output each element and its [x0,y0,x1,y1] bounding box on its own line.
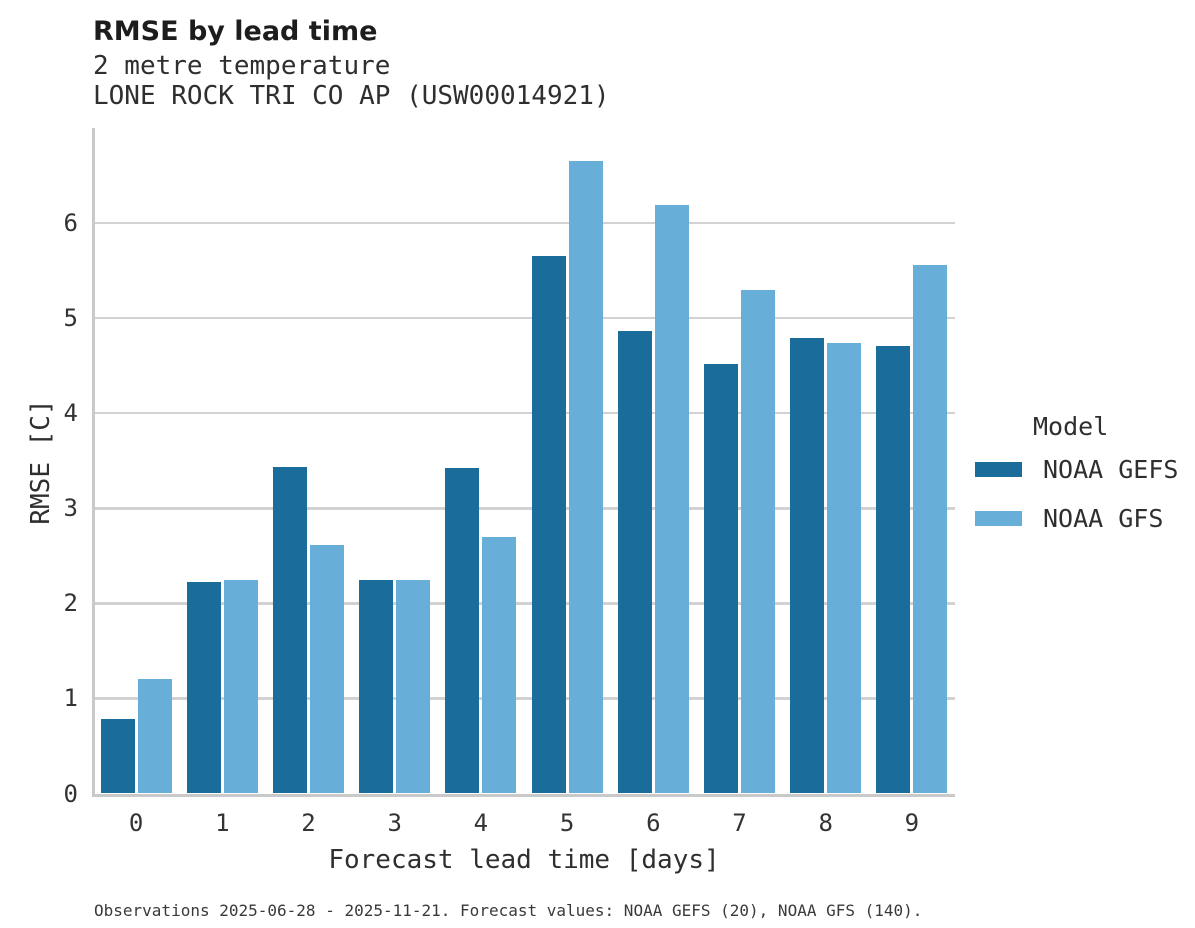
x-tick-label-1: 1 [215,809,230,837]
y-gridline-1 [93,697,955,700]
x-axis-title: Forecast lead time [days] [328,845,720,875]
y-axis-title: RMSE [C] [26,399,56,525]
bar-noaa-gfs-lead-7 [741,289,775,794]
bar-noaa-gefs-lead-9 [876,345,911,794]
y-gridline-2 [93,602,955,605]
bar-noaa-gefs-lead-5 [531,256,566,794]
y-tick-label-0: 0 [63,779,78,808]
bar-noaa-gfs-lead-8 [827,342,862,794]
bar-noaa-gefs-lead-6 [617,331,652,794]
legend: Model NOAA GEFS NOAA GFS [975,412,1178,553]
bar-noaa-gfs-lead-9 [913,264,948,794]
bar-noaa-gfs-lead-1 [223,579,258,794]
y-tick-label-4: 4 [63,399,78,428]
y-gridline-6 [93,221,955,225]
bar-noaa-gefs-lead-0 [100,719,135,794]
bar-noaa-gfs-lead-6 [654,204,689,794]
x-tick-label-6: 6 [646,809,661,837]
legend-item-noaa-gefs: NOAA GEFS [975,455,1178,484]
bar-noaa-gfs-lead-5 [568,161,603,794]
x-tick-label-5: 5 [559,809,575,837]
bar-noaa-gefs-lead-3 [359,579,394,794]
x-tick-label-3: 3 [387,809,402,837]
caption-text: Observations 2025-06-28 - 2025-11-21. Fo… [94,901,923,920]
bar-noaa-gfs-lead-3 [396,579,431,794]
legend-title: Model [1033,412,1109,441]
bar-noaa-gefs-lead-2 [273,467,307,794]
bar-noaa-gefs-lead-4 [445,468,480,794]
bar-noaa-gefs-lead-1 [186,582,221,794]
bar-noaa-gfs-lead-0 [137,679,172,794]
x-tick-label-4: 4 [473,809,489,837]
y-axis-line [91,128,95,797]
bar-noaa-gfs-lead-4 [482,536,517,794]
y-tick-label-1: 1 [63,684,78,713]
x-axis-line [91,793,955,797]
y-tick-label-3: 3 [63,494,78,523]
legend-swatch-noaa-gefs-icon [975,462,1022,477]
y-tick-label-5: 5 [63,304,78,333]
chart-subtitle-station: LONE ROCK TRI CO AP (USW00014921) [93,81,610,111]
bar-noaa-gefs-lead-7 [704,363,738,794]
x-tick-label-7: 7 [732,809,747,837]
y-tick-label-6: 6 [63,209,78,238]
legend-swatch-noaa-gfs-icon [975,511,1022,526]
y-gridline-5 [93,316,955,320]
legend-label-noaa-gfs: NOAA GFS [1043,504,1164,533]
bar-noaa-gefs-lead-8 [790,338,825,794]
chart-title: RMSE by lead time [93,16,378,47]
x-tick-label-2: 2 [301,809,316,837]
x-tick-label-8: 8 [818,809,833,837]
x-tick-label-0: 0 [128,809,144,837]
legend-label-noaa-gefs: NOAA GEFS [1043,455,1179,484]
chart-subtitle-variable: 2 metre temperature [93,51,391,81]
x-tick-label-9: 9 [904,809,920,837]
bar-noaa-gfs-lead-2 [310,545,344,794]
y-gridline-4 [93,411,955,415]
y-tick-label-2: 2 [63,589,78,618]
y-gridline-3 [93,507,955,510]
legend-item-noaa-gfs: NOAA GFS [975,504,1178,533]
